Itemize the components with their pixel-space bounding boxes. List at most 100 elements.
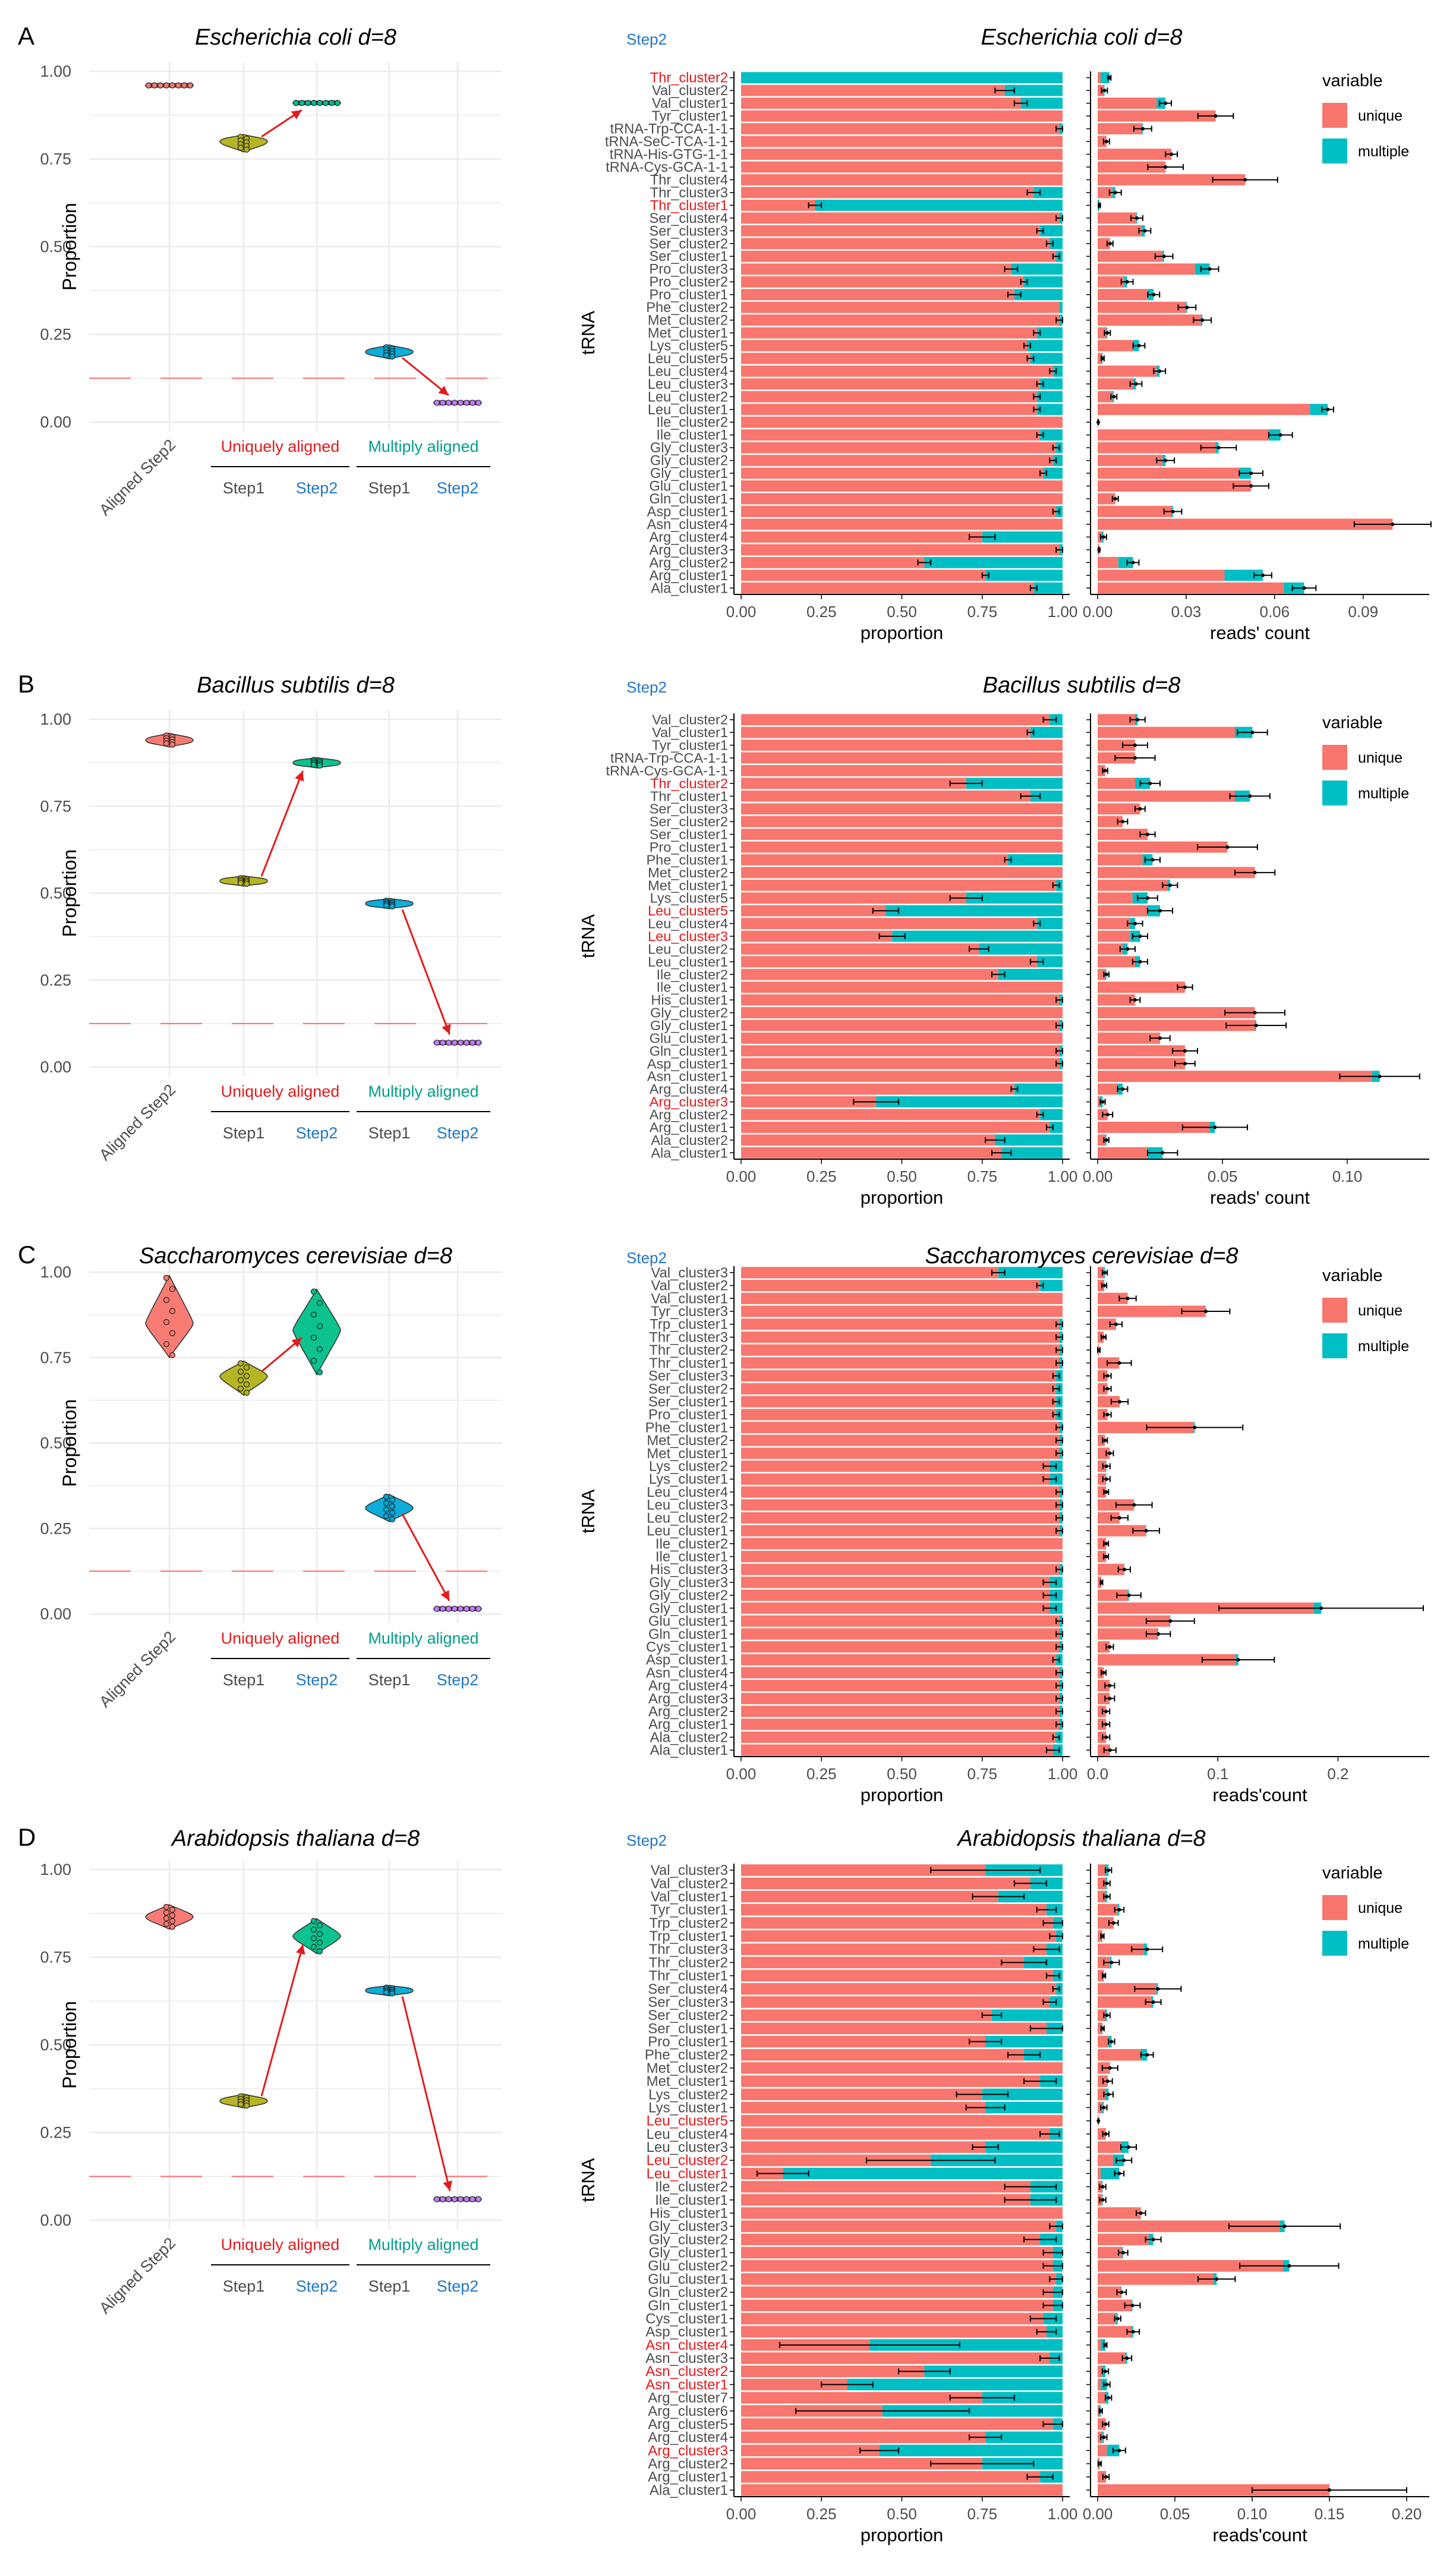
x-label-aligned: Aligned Step2 <box>96 436 179 519</box>
data-dot <box>475 1039 482 1046</box>
count-point <box>1105 2383 1109 2387</box>
bar-unique-proportion <box>741 1917 1053 1929</box>
count-point <box>1108 1683 1112 1688</box>
category-label: Val_cluster3 <box>651 1265 728 1281</box>
category-label: Gly_cluster2 <box>649 2232 728 2248</box>
data-dot <box>169 1352 176 1358</box>
count-point <box>1217 446 1221 450</box>
count-point <box>1097 1348 1101 1352</box>
count-point <box>1107 2396 1111 2400</box>
bar-unique-proportion <box>741 531 982 543</box>
step2-tag: Step2 <box>626 1831 667 1849</box>
category-label: Ser_cluster3 <box>648 1368 728 1384</box>
category-label: Arg_cluster2 <box>648 2456 728 2472</box>
data-dot <box>445 1606 452 1612</box>
data-dot <box>169 1912 176 1919</box>
data-dot <box>383 1500 390 1506</box>
data-dot <box>383 352 390 358</box>
count-point <box>1162 254 1166 259</box>
category-label: Met_cluster2 <box>647 1433 728 1449</box>
bar-multiple-proportion <box>883 2405 1063 2417</box>
bar-unique-count <box>1098 391 1113 402</box>
bar-unique-proportion <box>741 1680 1060 1692</box>
category-label: Ile_cluster2 <box>656 415 728 430</box>
bar-unique-count <box>1098 1134 1105 1146</box>
bar-unique-proportion <box>741 930 893 942</box>
bar-unique-proportion <box>741 2246 1053 2259</box>
bar-unique-proportion <box>741 1602 1050 1614</box>
x-tick-label: 0.06 <box>1260 603 1290 621</box>
bar-unique-proportion <box>741 199 815 211</box>
legend-swatch <box>1322 745 1347 770</box>
count-point <box>1113 497 1117 501</box>
bar-multiple-proportion <box>1036 404 1063 416</box>
right-title-italic: Escherichia coli <box>981 25 1139 50</box>
bar-unique-count <box>1098 353 1102 364</box>
category-label: Thr_cluster2 <box>649 1955 728 1971</box>
bar-multiple-proportion <box>1040 1109 1063 1121</box>
data-dot <box>304 100 311 106</box>
count-point <box>1253 870 1257 874</box>
category-label: Gly_cluster3 <box>650 440 728 456</box>
category-label: Ile_cluster1 <box>657 980 729 995</box>
bar-unique-count <box>1098 1969 1104 1982</box>
right-title-suffix: d=8 <box>1193 1244 1238 1269</box>
bar-unique-proportion <box>741 2418 1053 2430</box>
x-tick-label: 0.25 <box>806 2505 837 2523</box>
count-point <box>1127 1593 1131 1597</box>
bar-multiple-proportion <box>1040 378 1063 390</box>
bar-multiple-proportion <box>924 2365 1063 2377</box>
count-point <box>1158 1036 1162 1040</box>
category-label: Ser_cluster1 <box>648 2021 728 2037</box>
bar-unique-proportion <box>741 569 986 581</box>
data-dot <box>383 1989 390 1996</box>
bar-unique-proportion <box>741 1903 1047 1916</box>
bar-unique-proportion <box>741 1996 1050 2008</box>
category-label: Leu_cluster2 <box>648 941 728 956</box>
bar-unique-proportion <box>741 841 1063 853</box>
category-label: Thr_cluster1 <box>649 1968 728 1984</box>
data-dot <box>237 2101 244 2108</box>
x-label-step: Step2 <box>296 479 338 497</box>
x-tick-label: 0.1 <box>1207 1765 1228 1783</box>
category-label: His_cluster1 <box>651 992 728 1008</box>
bar-unique-proportion <box>741 1525 1060 1537</box>
bar-unique-count <box>1098 956 1135 968</box>
bar-unique-count <box>1098 2325 1132 2338</box>
category-label: Glu_cluster1 <box>648 2271 728 2287</box>
data-dot <box>433 2196 440 2202</box>
category-label: Arg_cluster2 <box>650 555 728 571</box>
bar-unique-count <box>1098 1421 1194 1433</box>
legend-swatch <box>1322 1298 1347 1323</box>
category-label: Ser_cluster2 <box>648 1381 728 1397</box>
bar-unique-proportion <box>741 378 1041 390</box>
x-tick-label: 0.75 <box>967 1167 997 1185</box>
count-point <box>1215 2277 1219 2281</box>
bar-unique-proportion <box>741 2180 1030 2193</box>
violin-0 <box>145 1904 194 1930</box>
category-label: Lys_cluster5 <box>650 338 728 354</box>
data-dot <box>433 1606 440 1612</box>
data-dot <box>383 1506 390 1513</box>
right-title: Escherichia coli d=8 <box>981 25 1182 50</box>
category-label: Pro_cluster1 <box>648 1407 728 1423</box>
count-point <box>1156 1987 1160 1991</box>
right-title-italic: Bacillus subtilis <box>983 673 1136 698</box>
bar-unique-count <box>1098 1983 1156 1995</box>
x-label-step: Step1 <box>368 2277 411 2295</box>
data-dot <box>237 1368 244 1375</box>
count-point <box>1115 2317 1120 2321</box>
bar-unique-count <box>1098 2312 1117 2325</box>
bar-multiple-proportion <box>966 778 1063 789</box>
count-point <box>1108 1748 1112 1752</box>
count-point <box>1326 407 1330 411</box>
count-point <box>1121 1087 1124 1091</box>
bar-multiple-proportion <box>982 2088 1063 2101</box>
bar-unique-count <box>1098 1525 1146 1537</box>
count-point <box>1137 344 1141 348</box>
category-label: Asn_cluster3 <box>645 2350 728 2366</box>
count-point <box>1110 1960 1114 1965</box>
data-dot <box>334 100 341 106</box>
bar-unique-count <box>1098 289 1148 301</box>
bar-unique-proportion <box>741 1305 1063 1317</box>
